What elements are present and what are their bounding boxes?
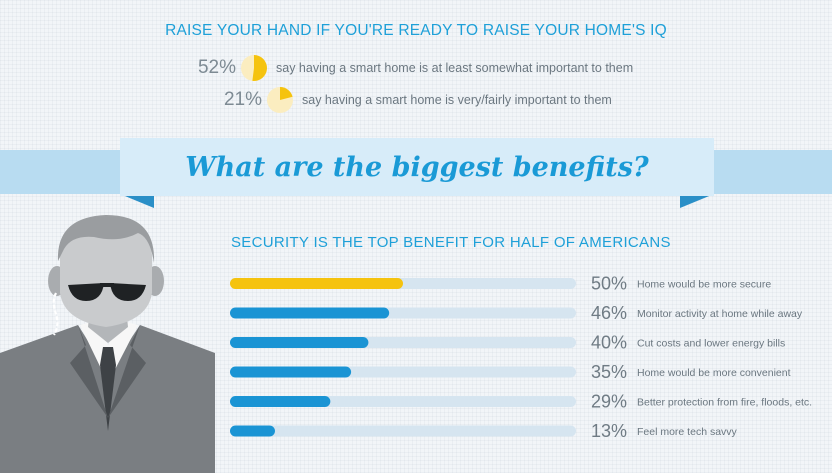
tie	[100, 347, 116, 431]
bar-value-label: 40%	[591, 333, 627, 353]
stat-row-somewhat-important: 52% say having a smart home is at least …	[196, 54, 633, 82]
stat-description: say having a smart home is very/fairly i…	[302, 93, 612, 107]
earpiece-cord	[52, 292, 59, 336]
lapel-right	[108, 325, 146, 418]
bar	[230, 425, 275, 437]
bar-category-label: Cut costs and lower energy bills	[637, 338, 785, 350]
bar-category-label: Home would be more secure	[637, 279, 771, 291]
stat-percent: 21%	[223, 89, 262, 110]
pie-icon	[267, 87, 293, 113]
bar-value-label: 29%	[591, 392, 627, 412]
bar-category-label: Feel more tech savvy	[637, 426, 738, 438]
pie-slice	[280, 87, 293, 100]
stat-percent: 52%	[197, 57, 236, 78]
pie-slice	[252, 55, 267, 81]
bar-value-label: 35%	[591, 362, 627, 382]
bar	[230, 396, 331, 407]
headline: RAISE YOUR HAND IF YOU'RE READY TO RAISE…	[165, 22, 667, 39]
bar-value-label: 46%	[591, 303, 627, 323]
lapel-left	[70, 325, 108, 418]
bar-value-label: 50%	[591, 274, 627, 294]
bar	[230, 366, 352, 378]
banner-fold-right	[680, 194, 714, 208]
bar-value-label: 13%	[591, 421, 627, 441]
bar	[230, 307, 390, 319]
hair	[57, 215, 155, 263]
pie-icon	[241, 55, 267, 81]
chart-title: SECURITY IS THE TOP BENEFIT FOR HALF OF …	[231, 234, 671, 251]
banner: What are the biggest benefits?	[120, 138, 714, 196]
bar-category-label: Better protection from fire, floods, etc…	[637, 397, 812, 409]
sunglasses-bridge	[100, 283, 114, 287]
security-guard-illustration	[0, 215, 215, 473]
bar	[230, 278, 403, 289]
bar-track	[230, 425, 576, 437]
bar-category-label: Monitor activity at home while away	[637, 308, 803, 320]
bar	[230, 337, 369, 348]
stat-row-very-important: 21% say having a smart home is very/fair…	[222, 86, 612, 114]
stat-description: say having a smart home is at least some…	[276, 61, 634, 75]
banner-fold-left	[120, 194, 154, 208]
bar-category-label: Home would be more convenient	[637, 367, 791, 379]
banner-title: What are the biggest benefits?	[185, 151, 649, 183]
sunglasses	[68, 283, 146, 301]
